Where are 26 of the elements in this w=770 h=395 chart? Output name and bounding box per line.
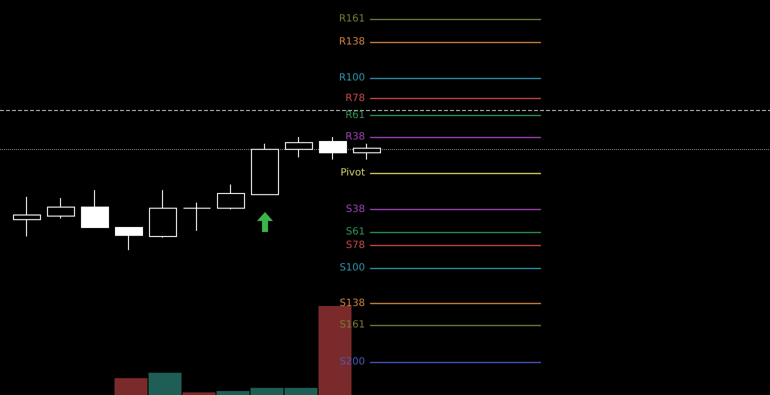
candlestick bbox=[183, 202, 211, 232]
ref-line-label: S138 bbox=[340, 298, 365, 309]
candlestick bbox=[149, 190, 177, 238]
candlestick bbox=[115, 226, 143, 251]
ref-line-label: Pivot bbox=[340, 168, 366, 179]
candlestick bbox=[285, 136, 313, 158]
bar bbox=[182, 392, 216, 395]
ref-line-label: S78 bbox=[346, 240, 365, 252]
bar bbox=[114, 378, 148, 395]
candlestick bbox=[13, 196, 41, 238]
candlestick bbox=[81, 190, 109, 228]
bar bbox=[148, 372, 182, 395]
ref-line-label: R61 bbox=[345, 110, 365, 121]
ref-line-label: S100 bbox=[340, 262, 365, 274]
ref-line-label: R38 bbox=[345, 131, 365, 142]
ref-line-label: S61 bbox=[346, 226, 365, 238]
candlestick bbox=[353, 143, 381, 160]
ref-line-label: S38 bbox=[346, 204, 365, 215]
candlestick bbox=[319, 136, 347, 160]
candlestick bbox=[251, 143, 279, 196]
candlestick bbox=[217, 184, 245, 210]
candlestick bbox=[47, 198, 75, 219]
ref-line-label: R161 bbox=[338, 14, 365, 25]
ref-line-label: R138 bbox=[338, 36, 365, 48]
ref-line-label: R100 bbox=[338, 72, 365, 84]
ref-line-label: R78 bbox=[345, 92, 365, 104]
